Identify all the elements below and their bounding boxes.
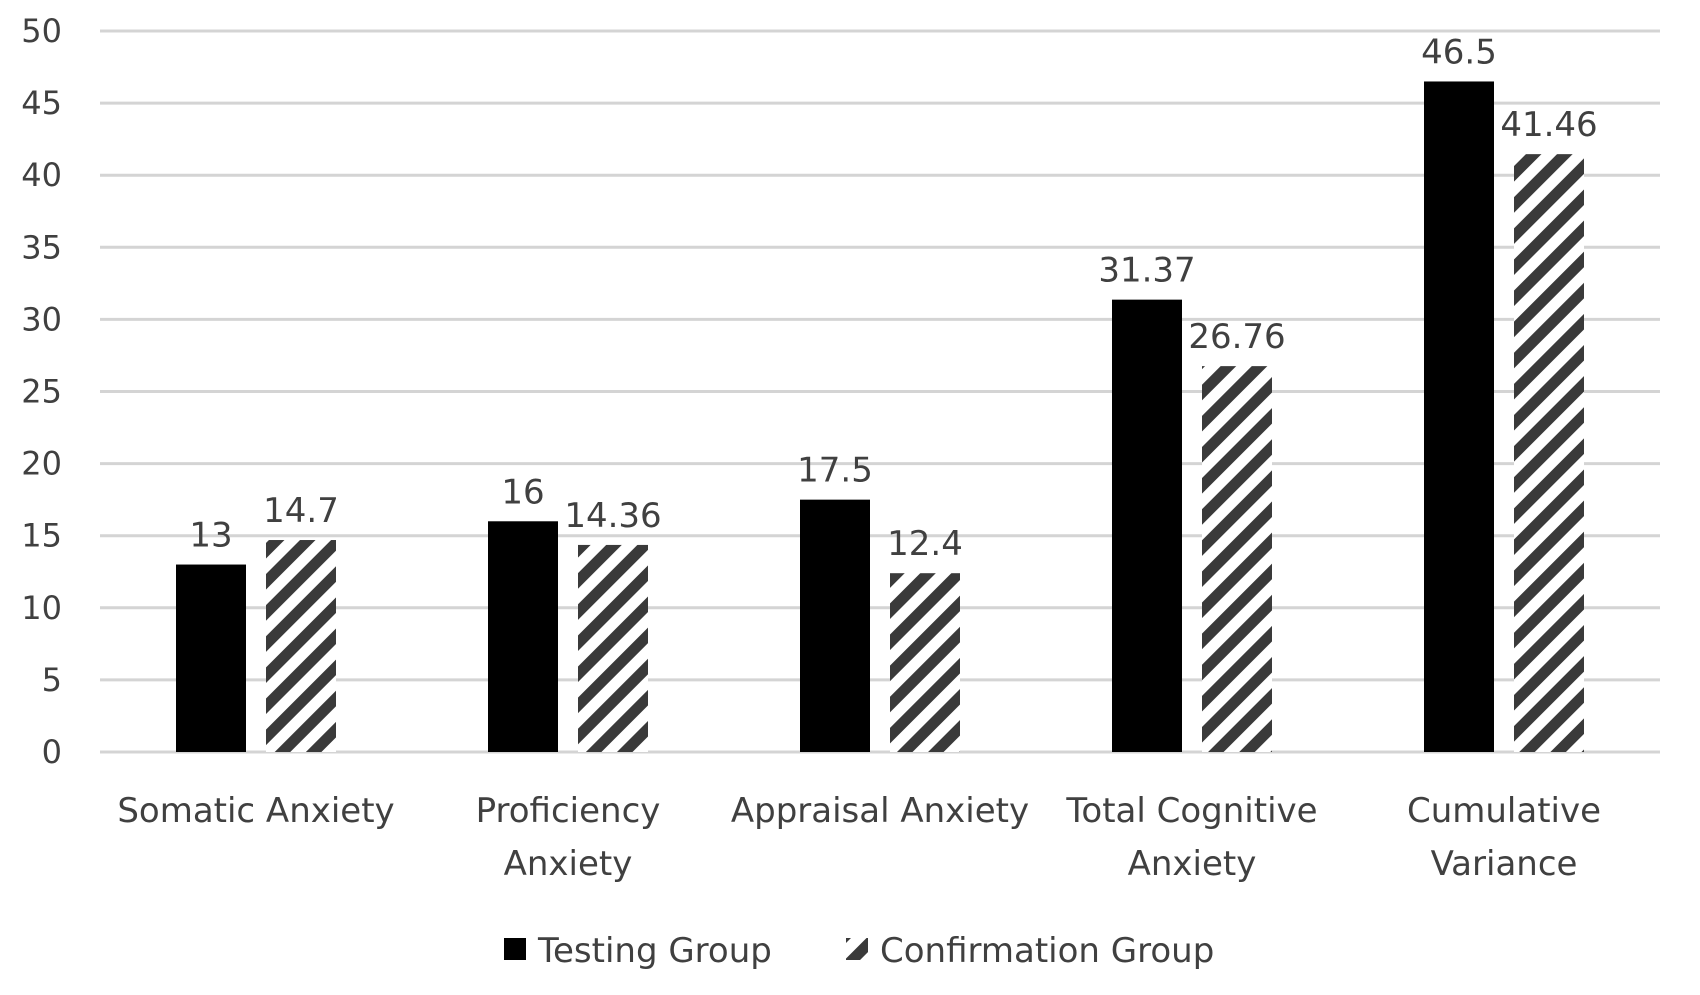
y-tick-label: 50 [21, 12, 62, 50]
confirmation-value-label: 41.46 [1500, 105, 1597, 145]
x-category-label: Cumulative Variance [1407, 791, 1601, 884]
confirmation-value-label: 14.36 [564, 496, 661, 536]
y-tick-label: 40 [21, 156, 62, 194]
gridlines [100, 29, 1660, 754]
y-tick-label: 10 [21, 589, 62, 627]
confirmation-bar [1514, 154, 1584, 753]
confirmation-value-label: 12.4 [887, 524, 963, 564]
testing-bar [488, 521, 558, 752]
testing-bar [1112, 299, 1182, 752]
testing-value-label: 17.5 [797, 451, 873, 491]
y-tick-label: 35 [21, 228, 62, 266]
testing-bar [176, 564, 246, 752]
legend-swatch-testing [504, 938, 526, 960]
y-axis-ticks: 0 5 10 15 20 25 30 35 40 45 50 [21, 12, 62, 771]
confirmation-value-label: 26.76 [1188, 317, 1285, 357]
y-tick-label: 0 [42, 733, 62, 771]
x-category-label: Total Cognitive Anxiety [1065, 791, 1317, 884]
testing-bar [800, 499, 870, 752]
testing-value-label: 16 [501, 472, 544, 512]
x-category-label: Appraisal Anxiety [731, 791, 1029, 831]
legend-label-confirmation: Confirmation Group [880, 931, 1214, 971]
legend-label-testing: Testing Group [537, 931, 772, 971]
y-tick-label: 15 [21, 517, 62, 555]
testing-value-label: 13 [189, 516, 232, 556]
y-tick-label: 25 [21, 373, 62, 411]
y-tick-label: 5 [42, 661, 62, 699]
data-labels: 13 14.7 16 14.36 17.5 12.4 31.37 26.76 46.541.46 [189, 32, 1597, 564]
y-tick-label: 20 [21, 445, 62, 483]
testing-value-label: 31.37 [1098, 251, 1195, 291]
x-category-label: Proficiency Anxiety [476, 791, 661, 884]
confirmation-bar [578, 544, 648, 752]
confirmation-bar [1202, 366, 1272, 752]
testing-bar [1424, 81, 1494, 753]
x-category-label: Somatic Anxiety [117, 791, 394, 831]
y-tick-label: 45 [21, 84, 62, 122]
x-axis-categories: Somatic Anxiety Proficiency Anxiety Apprais… [117, 791, 1601, 884]
confirmation-value-label: 14.7 [263, 491, 339, 531]
confirmation-bar [266, 540, 336, 752]
bars [176, 81, 1584, 753]
legend-swatch-confirmation [846, 938, 868, 960]
testing-value-label: 46.5 [1421, 32, 1497, 72]
legend: Testing Group Confirmation Group [504, 931, 1214, 971]
y-tick-label: 30 [21, 300, 62, 338]
confirmation-bar [890, 573, 960, 752]
